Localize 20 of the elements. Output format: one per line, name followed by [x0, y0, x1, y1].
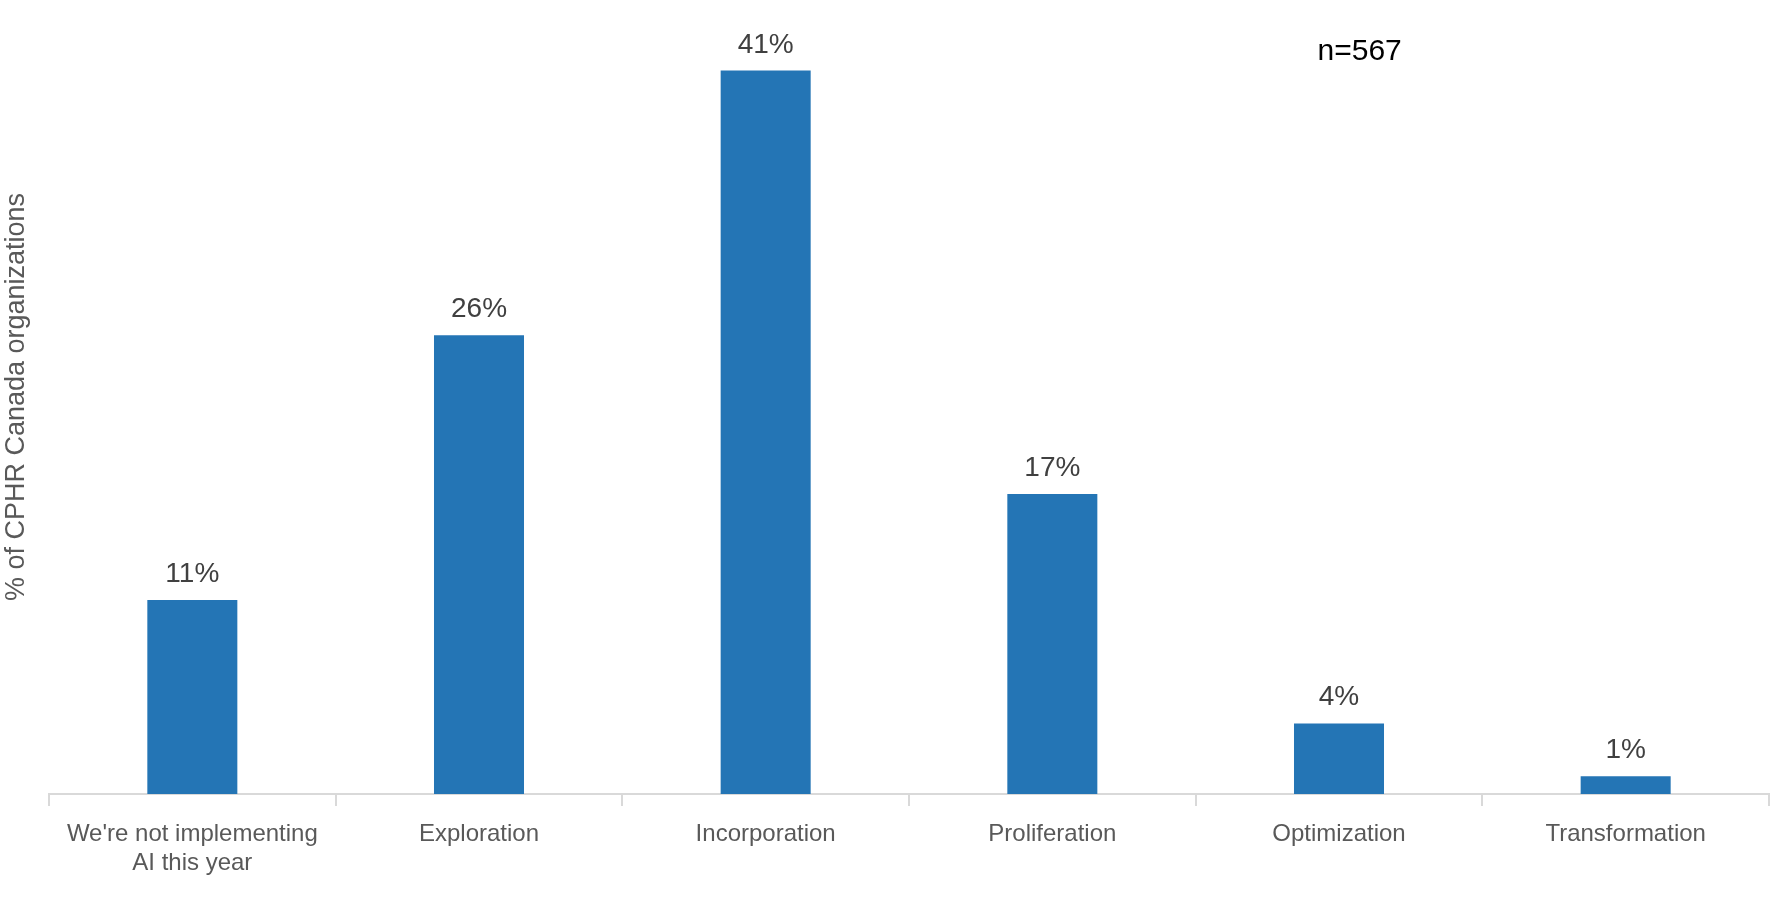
data-label: 4%	[1318, 680, 1360, 712]
y-axis-title: % of CPHR Canada organizations	[0, 192, 30, 602]
bar	[1007, 494, 1098, 794]
bar	[1580, 776, 1671, 794]
x-tick-label: Exploration	[418, 819, 540, 847]
x-tick-label: Transformation	[1545, 819, 1706, 847]
x-tick-label: Incorporation	[695, 819, 836, 847]
data-label: 41%	[737, 27, 794, 59]
x-tick-label: We're not implementing AI this year	[66, 819, 318, 875]
bar	[1293, 723, 1385, 794]
bar	[147, 599, 238, 794]
x-tick-label: Proliferation	[988, 819, 1117, 847]
bar	[433, 335, 525, 794]
data-label: 1%	[1605, 733, 1646, 765]
data-label: 26%	[450, 292, 508, 324]
x-tick-label: Optimization	[1272, 819, 1406, 847]
data-label: 17%	[1024, 451, 1081, 483]
data-label: 11%	[165, 556, 220, 588]
bar	[720, 70, 811, 794]
text: n=567	[1317, 33, 1402, 67]
